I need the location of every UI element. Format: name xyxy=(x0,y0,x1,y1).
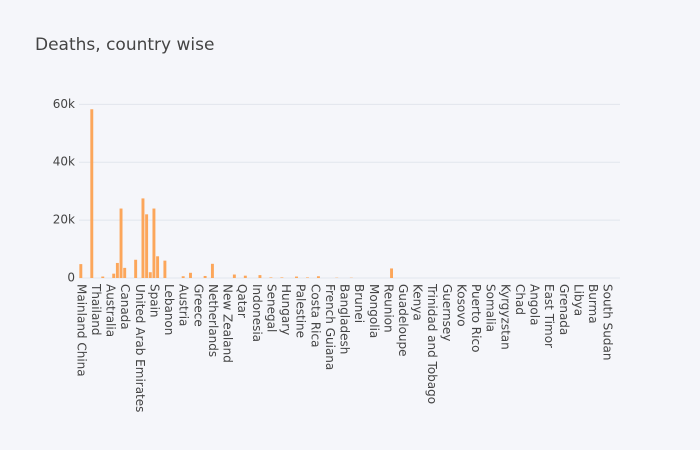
bar xyxy=(163,260,167,278)
bar xyxy=(112,273,116,278)
bar xyxy=(115,262,119,278)
x-tick-label: Canada xyxy=(118,284,132,330)
bar xyxy=(243,275,247,278)
chart-title: Deaths, country wise xyxy=(35,35,214,55)
x-tick-label: Greece xyxy=(191,284,205,327)
y-tick-label: 60k xyxy=(53,97,75,111)
x-tick-label: Netherlands xyxy=(206,284,220,357)
bar xyxy=(156,256,160,278)
bar xyxy=(181,276,185,278)
y-tick-label: 0 xyxy=(67,271,75,285)
x-tick-label: Indonesia xyxy=(250,284,264,342)
x-tick-label: Austria xyxy=(177,284,191,326)
x-tick-label: Guadeloupe xyxy=(396,284,410,357)
bar xyxy=(101,276,105,278)
bar xyxy=(134,259,138,278)
x-tick-label: Puerto Rico xyxy=(469,284,483,352)
x-tick-label: Somalia xyxy=(484,284,498,332)
bar xyxy=(316,276,320,278)
bar xyxy=(152,208,156,278)
x-tick-label: Guernsey xyxy=(440,284,454,341)
y-tick-label: 20k xyxy=(53,213,75,227)
x-tick-label: Reunion xyxy=(381,284,395,333)
bar xyxy=(90,109,94,279)
x-tick-label: Brunei xyxy=(352,284,366,323)
x-tick-label: Costa Rica xyxy=(308,284,322,347)
x-tick-label: Angola xyxy=(528,284,542,325)
x-tick-label: New Zealand xyxy=(221,284,235,363)
bar xyxy=(295,276,298,278)
bar xyxy=(306,277,309,278)
x-tick-label: Australia xyxy=(104,284,118,337)
x-tick-label: Mongolia xyxy=(367,284,381,338)
x-tick-label: Hungary xyxy=(279,284,293,335)
x-tick-label: Thailand xyxy=(89,283,103,336)
bar xyxy=(79,264,83,278)
bar xyxy=(232,274,236,278)
x-tick-label: Kosovo xyxy=(454,284,468,327)
x-tick-label: Libya xyxy=(571,284,585,316)
x-tick-label: Senegal xyxy=(264,284,278,332)
bar xyxy=(269,277,273,278)
x-tick-label: Grenada xyxy=(557,284,571,335)
x-tick-label: Palestine xyxy=(294,284,308,338)
y-tick-label: 40k xyxy=(53,155,75,169)
x-tick-label: French Guiana xyxy=(323,284,337,370)
bar xyxy=(280,277,284,278)
x-tick-label: Kyrgyzstan xyxy=(498,284,512,350)
x-tick-label: Mainland China xyxy=(74,284,88,377)
bar xyxy=(258,275,262,278)
bar xyxy=(123,267,127,278)
x-tick-label: Chad xyxy=(513,284,527,315)
x-tick-label: South Sudan xyxy=(601,284,615,361)
bar xyxy=(189,272,192,278)
bar xyxy=(141,198,145,278)
x-tick-label: Lebanon xyxy=(162,284,176,335)
x-tick-label: Qatar xyxy=(235,284,249,318)
x-tick-label: East Timor xyxy=(542,284,556,348)
x-tick-label: Burma xyxy=(586,284,600,324)
x-tick-label: Trinidad and Tobago xyxy=(425,283,439,404)
x-tick-label: Spain xyxy=(147,284,161,318)
x-tick-label: United Arab Emirates xyxy=(133,284,147,412)
bar xyxy=(203,275,207,278)
x-tick-label: Kenya xyxy=(411,284,425,321)
bar xyxy=(210,263,214,278)
bar xyxy=(148,272,152,278)
bar xyxy=(119,208,123,278)
x-tick-label: Bangladesh xyxy=(338,284,352,354)
bar xyxy=(145,214,149,278)
bar xyxy=(390,268,393,278)
